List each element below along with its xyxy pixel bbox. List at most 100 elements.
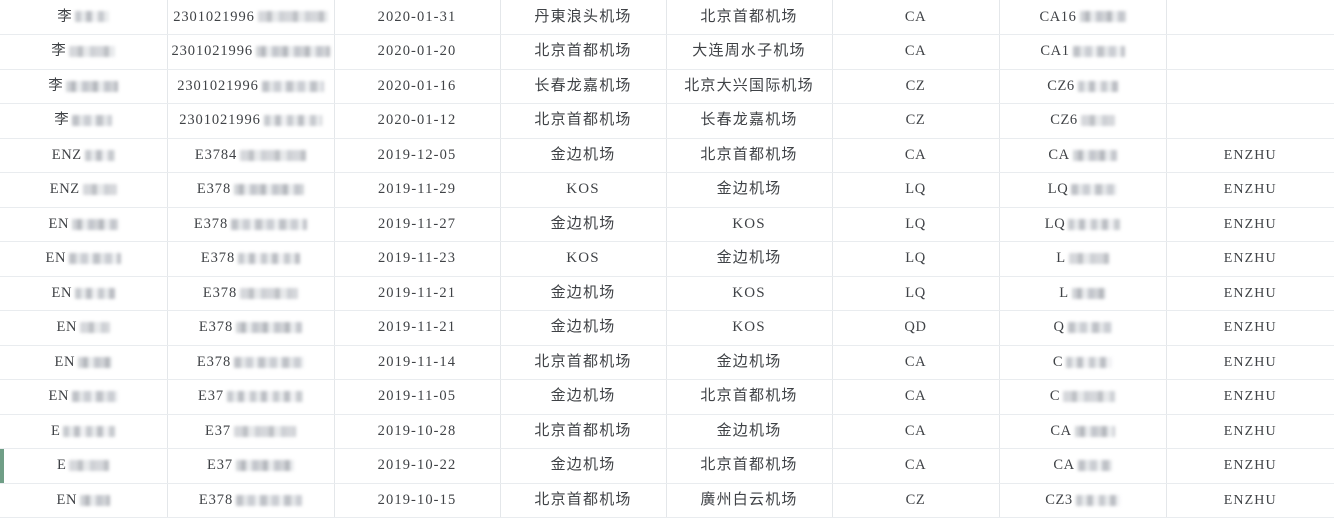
cell-arrival-airport-text: 金边机场 [716, 422, 782, 439]
cell-flight-number-text: CZ6 [1050, 112, 1078, 129]
table-row[interactable]: EN E378 2019-11-21 金边机场 KOS QD Q ENZHU [0, 310, 1334, 346]
table-row[interactable]: 李 2301021996 2020-01-20 北京首都机场 大连周水子机场 CA CA1 [0, 34, 1334, 70]
cell-flight-number-text: LQ [1047, 181, 1069, 198]
cell-id-number: E37 [167, 414, 335, 449]
redacted-block [236, 494, 303, 506]
cell-flight-number: CA [999, 448, 1167, 484]
cell-date-text: 2019-10-22 [377, 457, 457, 474]
cell-name-text: 李 [54, 112, 70, 129]
cell-id-number: E378 [167, 483, 335, 518]
cell-operator: ENZHU [1166, 172, 1334, 208]
cell-operator [1166, 0, 1334, 35]
cell-operator: ENZHU [1166, 379, 1334, 415]
redacted-block [1079, 11, 1126, 23]
cell-date: 2019-11-27 [334, 207, 501, 242]
cell-airline-code-text: CZ [905, 491, 926, 508]
cell-id-number-text: 2301021996 [179, 112, 261, 129]
cell-date: 2019-10-22 [334, 448, 501, 484]
cell-name-text: 李 [57, 8, 73, 25]
cell-id-number-text: 2301021996 [171, 43, 253, 60]
cell-operator: ENZHU [1166, 310, 1334, 346]
table-row[interactable]: E E37 2019-10-28 北京首都机场 金边机场 CA CA ENZHU [0, 414, 1334, 449]
cell-arrival-airport: 大连周水子机场 [666, 34, 833, 70]
cell-airline-code-text: LQ [905, 250, 926, 267]
cell-id-number-text: E378 [198, 491, 234, 508]
cell-airline-code: CA [832, 0, 1000, 35]
redacted-block [1066, 356, 1113, 368]
cell-date-text: 2019-11-23 [377, 250, 457, 267]
cell-flight-number: LQ [999, 172, 1167, 208]
cell-id-number-text: E378 [200, 250, 236, 267]
cell-arrival-airport: KOS [666, 276, 833, 311]
cell-departure-airport: 金边机场 [500, 379, 667, 415]
table-row[interactable]: 李 2301021996 2020-01-12 北京首都机场 长春龙嘉机场 CZ CZ6 [0, 103, 1334, 139]
cell-arrival-airport: 北京首都机场 [666, 0, 833, 35]
table-row[interactable]: ENZ E3784 2019-12-05 金边机场 北京首都机场 CA CA ENZHU [0, 138, 1334, 173]
table-row[interactable]: EN E378 2019-11-21 金边机场 KOS LQ L ENZHU [0, 276, 1334, 311]
cell-arrival-airport-text: 北京首都机场 [700, 388, 798, 405]
cell-operator-text: ENZHU [1223, 389, 1277, 405]
cell-departure-airport: 北京首都机场 [500, 345, 667, 380]
table-row[interactable]: E E37 2019-10-22 金边机场 北京首都机场 CA CA ENZHU [0, 448, 1334, 484]
cell-arrival-airport: 金边机场 [666, 414, 833, 449]
redacted-block [240, 287, 299, 299]
cell-flight-number-text: L [1056, 250, 1066, 267]
cell-airline-code-text: CA [904, 353, 927, 370]
cell-departure-airport: 丹東浪头机场 [500, 0, 667, 35]
cell-date: 2019-11-29 [334, 172, 501, 208]
cell-operator: ENZHU [1166, 138, 1334, 173]
redacted-block [75, 287, 116, 299]
table-row[interactable]: EN E378 2019-11-23 KOS 金边机场 LQ L ENZHU [0, 241, 1334, 277]
cell-operator-text: ENZHU [1223, 423, 1277, 439]
cell-date-text: 2019-11-05 [377, 388, 457, 405]
redacted-block [1067, 322, 1112, 333]
cell-date: 2019-10-28 [334, 414, 501, 449]
redacted-block [72, 391, 119, 402]
cell-departure-airport-text: KOS [566, 181, 600, 198]
cell-operator-text: ENZHU [1223, 251, 1277, 267]
cell-departure-airport-text: 金边机场 [550, 457, 616, 474]
cell-arrival-airport-text: 金边机场 [716, 353, 782, 370]
cell-date: 2019-12-05 [334, 138, 501, 173]
cell-departure-airport-text: 金边机场 [550, 215, 616, 232]
cell-airline-code-text: CA [904, 8, 927, 25]
redacted-block [227, 391, 304, 402]
cell-airline-code: LQ [832, 276, 1000, 311]
cell-id-number: E37 [167, 448, 335, 484]
redacted-block [263, 115, 322, 126]
cell-id-number: 2301021996 [167, 0, 335, 35]
cell-operator [1166, 34, 1334, 70]
cell-operator [1166, 69, 1334, 104]
table-row[interactable]: ENZ E378 2019-11-29 KOS 金边机场 LQ LQ ENZHU [0, 172, 1334, 208]
cell-airline-code: CZ [832, 103, 1000, 139]
cell-date: 2019-11-21 [334, 276, 501, 311]
cell-airline-code-text: CA [904, 422, 927, 439]
cell-date-text: 2019-10-28 [377, 422, 457, 439]
cell-operator-text: ENZHU [1223, 285, 1277, 301]
cell-date: 2020-01-20 [334, 34, 501, 70]
cell-name: 李 [0, 34, 168, 70]
redacted-block [234, 184, 305, 195]
cell-date: 2019-10-15 [334, 483, 501, 518]
cell-flight-number-text: CA1 [1040, 43, 1070, 60]
redacted-block [1077, 80, 1118, 92]
cell-name: 李 [0, 69, 168, 104]
cell-airline-code: CA [832, 379, 1000, 415]
cell-arrival-airport-text: KOS [732, 319, 766, 336]
redacted-block [84, 149, 115, 161]
table-row[interactable]: 李 2301021996 2020-01-31 丹東浪头机场 北京首都机场 CA CA16 [0, 0, 1334, 35]
table-row[interactable]: EN E37 2019-11-05 金边机场 北京首都机场 CA C ENZHU [0, 379, 1334, 415]
cell-id-number-text: 2301021996 [173, 8, 255, 25]
cell-name-text: EN [48, 388, 70, 405]
redacted-block [80, 494, 111, 506]
cell-operator-text: ENZHU [1223, 216, 1277, 232]
cell-airline-code: CA [832, 414, 1000, 449]
table-row[interactable]: EN E378 2019-11-14 北京首都机场 金边机场 CA C ENZHU [0, 345, 1334, 380]
cell-date-text: 2019-11-21 [377, 284, 457, 301]
table-row[interactable]: EN E378 2019-11-27 金边机场 KOS LQ LQ ENZHU [0, 207, 1334, 242]
table-row[interactable]: EN E378 2019-10-15 北京首都机场 廣州白云机场 CZ CZ3 ENZHU [0, 483, 1334, 518]
cell-id-number: E378 [167, 207, 335, 242]
redacted-block [69, 46, 116, 57]
table-row[interactable]: 李 2301021996 2020-01-16 长春龙嘉机场 北京大兴国际机场 CZ CZ6 [0, 69, 1334, 104]
